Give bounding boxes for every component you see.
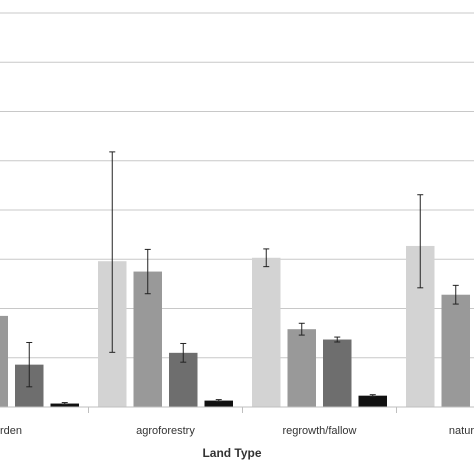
bar xyxy=(287,329,316,407)
bar xyxy=(204,400,233,407)
x-axis-title: Land Type xyxy=(202,446,261,460)
error-bar xyxy=(452,284,459,305)
error-bar xyxy=(215,399,222,403)
x-tick-label: agroforestry xyxy=(136,425,195,437)
bar xyxy=(252,257,281,407)
bar xyxy=(0,315,8,407)
bar xyxy=(50,403,79,407)
error-bar xyxy=(334,336,341,343)
error-bar xyxy=(263,248,270,268)
error-bar xyxy=(109,151,116,353)
error-bar xyxy=(298,322,305,336)
x-tick-labels: rden agroforestry regrowth/fallow natur xyxy=(0,407,474,437)
bar xyxy=(358,395,387,407)
bars xyxy=(0,245,470,407)
error-bar xyxy=(144,248,151,295)
x-tick-label: rden xyxy=(0,425,22,437)
error-bar xyxy=(26,341,33,388)
bar xyxy=(323,339,352,407)
x-tick-label: regrowth/fallow xyxy=(283,425,357,437)
error-bar xyxy=(180,342,187,363)
x-tick-label: natur xyxy=(449,425,474,437)
error-bar xyxy=(417,194,424,289)
gridlines xyxy=(0,12,474,359)
error-bars xyxy=(26,151,459,406)
error-bar xyxy=(61,402,68,406)
bar xyxy=(441,294,470,407)
error-bar xyxy=(369,394,376,398)
